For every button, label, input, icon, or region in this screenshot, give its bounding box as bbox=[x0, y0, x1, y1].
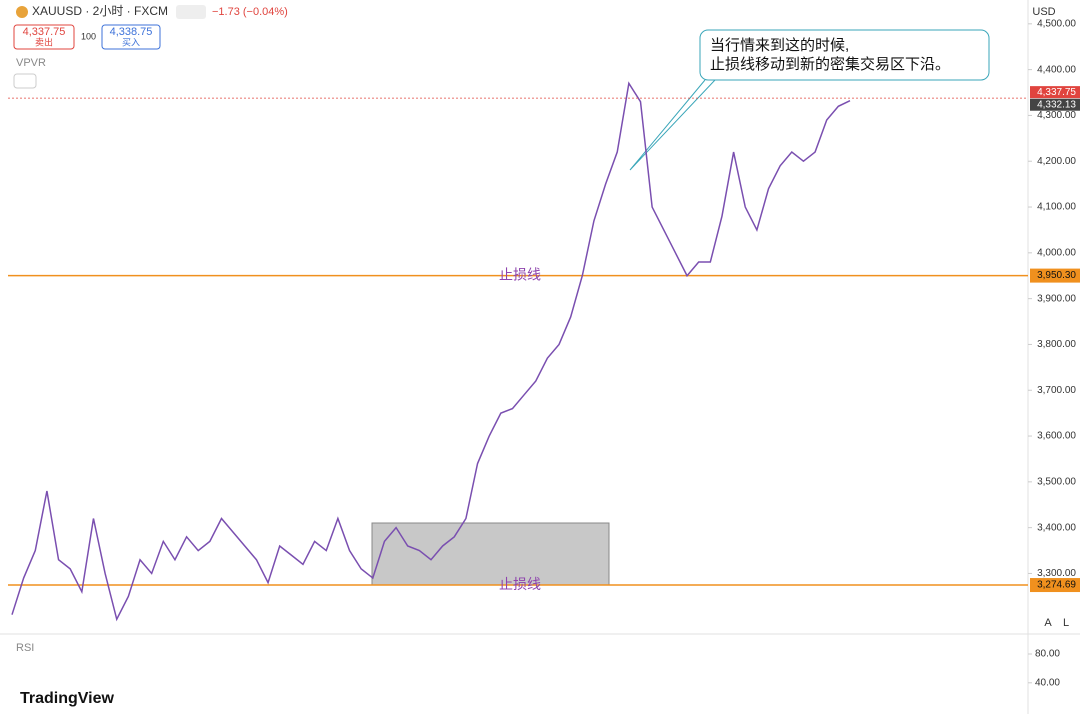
price-tag bbox=[1030, 268, 1080, 283]
y-tick-label: 3,600.00 bbox=[1037, 431, 1076, 442]
sell-price: 4,337.75 bbox=[23, 26, 66, 38]
price-tag-label: 3,950.30 bbox=[1037, 270, 1076, 281]
y-tick-label: 4,500.00 bbox=[1037, 18, 1076, 29]
price-line bbox=[11, 81, 851, 622]
rsi-label: RSI bbox=[16, 642, 34, 654]
annotation-line: 止损线移动到新的密集交易区下沿。 bbox=[710, 55, 950, 73]
rsi-tick-label: 40.00 bbox=[1035, 677, 1060, 688]
price-tag bbox=[1030, 578, 1080, 593]
buy-price: 4,338.75 bbox=[110, 26, 153, 38]
zone-box bbox=[371, 522, 610, 586]
callout-pointer bbox=[629, 79, 716, 171]
price-tag bbox=[1030, 98, 1080, 111]
sell-button[interactable] bbox=[13, 24, 75, 50]
log-button[interactable]: L bbox=[1063, 617, 1069, 629]
y-tick-label: 3,900.00 bbox=[1037, 293, 1076, 304]
buy-button[interactable] bbox=[101, 24, 161, 50]
callout bbox=[699, 29, 990, 81]
stop-label: 止损线 bbox=[499, 576, 541, 592]
sell-label: 卖出 bbox=[35, 36, 53, 47]
y-tick-label: 4,100.00 bbox=[1037, 202, 1076, 213]
y-tick-label: 3,400.00 bbox=[1037, 522, 1076, 533]
price-tag-label: 4,332.13 bbox=[1037, 99, 1076, 110]
brand: TradingView bbox=[20, 690, 115, 707]
y-tick-label: 3,500.00 bbox=[1037, 476, 1076, 487]
y-tick-label: 4,000.00 bbox=[1037, 247, 1076, 258]
rsi-tick-label: 80.00 bbox=[1035, 649, 1060, 660]
quantity: 100 bbox=[81, 31, 96, 41]
symbol-icon bbox=[16, 6, 28, 18]
auto-button[interactable]: A bbox=[1044, 617, 1052, 629]
stop-label: 止损线 bbox=[499, 266, 541, 282]
y-tick-label: 3,800.00 bbox=[1037, 339, 1076, 350]
y-tick-label: 4,300.00 bbox=[1037, 110, 1076, 121]
price-tag-label: 3,274.69 bbox=[1037, 580, 1076, 591]
y-tick-label: 3,700.00 bbox=[1037, 385, 1076, 396]
indicator: VPVR bbox=[16, 57, 46, 69]
symbol: XAUUSD · 2小时 · FXCM bbox=[32, 4, 168, 18]
price-tag-label: 4,337.75 bbox=[1037, 87, 1076, 98]
annotation-line: 当行情来到这的时候, bbox=[710, 37, 849, 54]
change: −1.73 (−0.04%) bbox=[212, 6, 288, 18]
y-tick-label: 3,300.00 bbox=[1037, 568, 1076, 579]
currency[interactable]: USD bbox=[1032, 6, 1055, 18]
y-tick-label: 4,400.00 bbox=[1037, 64, 1076, 75]
collapse[interactable] bbox=[13, 73, 37, 89]
buy-label: 买入 bbox=[122, 37, 140, 47]
toggle[interactable] bbox=[176, 5, 206, 19]
price-tag bbox=[1030, 86, 1080, 99]
y-tick-label: 4,200.00 bbox=[1037, 156, 1076, 167]
